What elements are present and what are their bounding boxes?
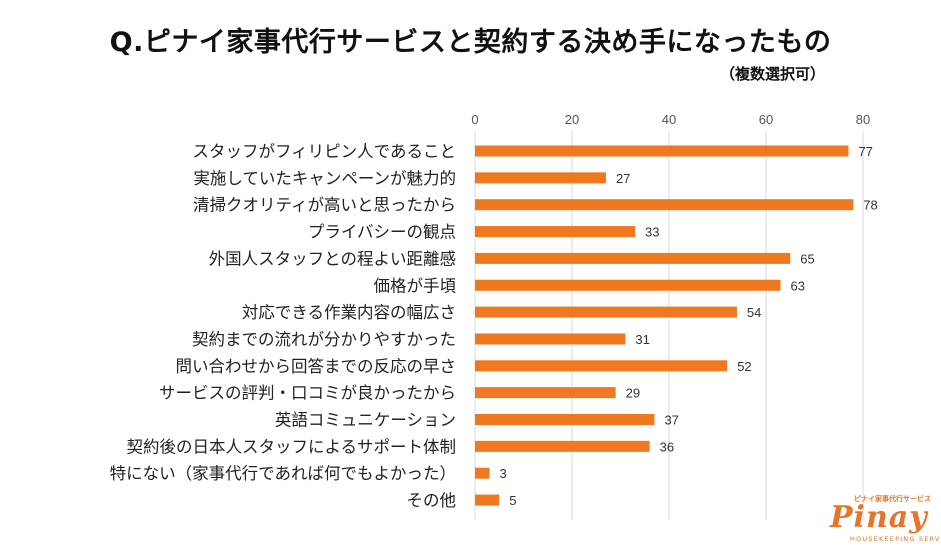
- bars: [475, 145, 854, 506]
- bar: [475, 306, 737, 318]
- value-label: 33: [645, 225, 659, 240]
- logo-tagline: ピナイ家事代行サービス: [854, 495, 931, 503]
- pinay-logo: ピナイ家事代行サービス Pinay HOUSEKEEPING SERVICE: [828, 494, 941, 546]
- bar: [475, 279, 781, 291]
- value-label: 5: [509, 493, 516, 508]
- bar: [475, 440, 650, 452]
- category-label: 清掃クオリティが高いと思ったから: [193, 196, 456, 215]
- x-tick-label: 80: [856, 112, 870, 127]
- category-label: 外国人スタッフとの程よい距離感: [209, 249, 456, 268]
- value-label: 36: [660, 439, 674, 454]
- value-label: 31: [635, 332, 649, 347]
- bar: [475, 199, 854, 211]
- value-labels: 77 27 78 33 65 63 54 31 52 29 37 36 35: [500, 144, 878, 508]
- x-tick-label: 20: [565, 112, 579, 127]
- x-axis-ticks: 0 20 40 60 80: [471, 112, 870, 127]
- category-labels: スタッフがフィリピン人であること実施していたキャンペーンが魅力的清掃クオリティが…: [110, 142, 457, 510]
- value-label: 29: [626, 386, 640, 401]
- logo-wordmark: Pinay: [830, 500, 928, 535]
- category-label: 契約までの流れが分かりやすかった: [192, 330, 456, 349]
- value-label: 27: [616, 171, 630, 186]
- x-tick-label: 0: [471, 112, 478, 127]
- bar: [475, 333, 626, 345]
- value-label: 65: [800, 251, 814, 266]
- bar: [475, 414, 655, 425]
- category-label: 価格が手頃: [374, 276, 457, 295]
- chart-subtitle: （複数選択可）: [720, 65, 826, 83]
- category-label: 対応できる作業内容の幅広さ: [242, 303, 456, 322]
- category-label: スタッフがフィリピン人であること: [192, 142, 456, 161]
- x-tick-label: 40: [662, 112, 676, 127]
- bar: [475, 145, 849, 157]
- category-label: その他: [407, 491, 457, 510]
- value-label: 63: [791, 278, 805, 293]
- bar: [475, 467, 490, 479]
- value-label: 3: [500, 466, 507, 481]
- category-label: 特にない（家事代行であれば何でもよかった）: [110, 464, 456, 483]
- bar: [475, 172, 606, 184]
- category-label: 英語コミュニケーション: [275, 411, 456, 430]
- bar: [475, 252, 791, 264]
- x-tick-label: 60: [759, 112, 773, 127]
- category-label: サービスの評判・口コミが良かったから: [159, 384, 456, 403]
- bar: [475, 494, 500, 506]
- value-label: 77: [858, 144, 872, 159]
- value-label: 37: [664, 413, 678, 428]
- logo-subtitle: HOUSEKEEPING SERVICE: [850, 535, 941, 543]
- bar: [475, 226, 636, 238]
- bar: [475, 360, 728, 372]
- value-label: 54: [747, 305, 761, 320]
- category-label: プライバシーの観点: [308, 223, 456, 242]
- value-label: 78: [863, 198, 877, 213]
- value-label: 52: [737, 359, 751, 374]
- category-label: 実施していたキャンペーンが魅力的: [193, 169, 456, 188]
- chart-title: Q.ピナイ家事代行サービスと契約する決め手になったもの: [109, 27, 832, 58]
- bar: [475, 387, 616, 399]
- grid-lines: [474, 131, 864, 520]
- category-label: 契約後の日本人スタッフによるサポート体制: [126, 437, 456, 456]
- category-label: 問い合わせから回答までの反応の早さ: [176, 357, 457, 376]
